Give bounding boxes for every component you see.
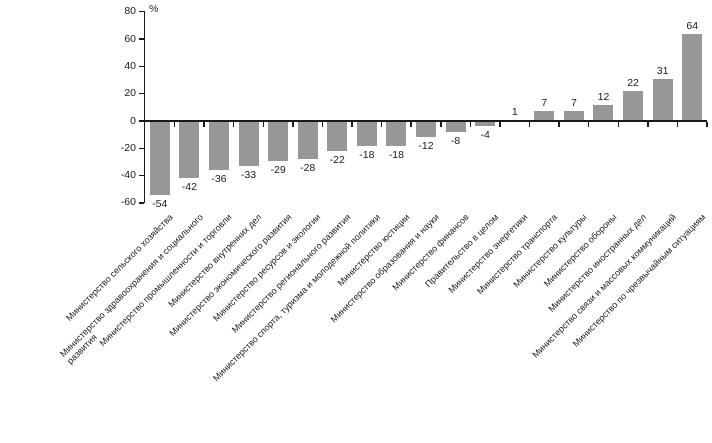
y-axis-tick-label: -60	[120, 196, 136, 209]
bar	[268, 121, 289, 161]
bar	[416, 121, 436, 138]
bar	[356, 121, 377, 146]
x-axis-tick	[676, 122, 679, 127]
x-axis-tick	[380, 122, 383, 127]
bar-value-label: 64	[686, 19, 699, 32]
bar	[327, 121, 348, 152]
x-axis-tick	[232, 122, 235, 127]
x-axis-tick	[647, 122, 649, 127]
x-axis-tick	[617, 122, 619, 127]
bar-value-label: -42	[181, 181, 197, 194]
y-axis-tick-label: 60	[124, 32, 136, 45]
y-axis-tick	[139, 10, 144, 13]
x-axis-tick	[440, 122, 442, 127]
bar-value-label: -22	[329, 154, 345, 167]
bar	[623, 90, 644, 121]
x-axis-tick	[558, 122, 560, 127]
bar	[652, 78, 673, 121]
y-axis-tick	[139, 65, 144, 68]
bar-value-label: -29	[270, 163, 286, 176]
x-axis-tick	[351, 122, 353, 127]
y-axis-tick-label: -40	[120, 169, 136, 182]
y-axis-tick	[139, 202, 144, 204]
y-axis-tick	[139, 92, 144, 95]
x-axis-tick	[528, 122, 531, 127]
bar-value-label: 7	[541, 97, 548, 110]
bar-value-label: -18	[359, 148, 375, 161]
bar	[593, 104, 614, 121]
bar-value-label: 7	[570, 97, 577, 110]
bar	[297, 121, 318, 160]
bar-value-label: -36	[211, 173, 227, 186]
bar	[149, 121, 170, 195]
bar-value-label: -12	[418, 140, 434, 153]
bar-value-label: 12	[597, 90, 610, 103]
bar	[534, 111, 555, 121]
category-label: Министерство ресурсов и экологии	[211, 212, 323, 324]
y-axis-tick-label: 80	[124, 5, 136, 18]
x-axis-tick	[587, 122, 590, 127]
y-axis-line	[143, 11, 145, 203]
y-axis-tick	[139, 174, 144, 177]
y-axis-tick	[139, 120, 144, 122]
x-axis-tick	[410, 122, 412, 127]
x-axis-tick	[706, 122, 708, 127]
category-label: Министерство образования и науки	[328, 212, 442, 325]
y-axis-tick-label: 20	[124, 87, 136, 100]
bar	[208, 121, 229, 171]
category-label: Министерство промышленности и торговли	[97, 212, 235, 349]
x-axis-tick	[292, 122, 294, 127]
bar-value-label: -33	[240, 169, 257, 182]
y-axis-tick-label: -20	[120, 141, 136, 154]
bar	[238, 121, 259, 167]
bar-value-label: 31	[656, 64, 669, 77]
x-axis-tick	[469, 122, 472, 127]
bar-value-label: 22	[627, 76, 639, 89]
y-axis-tick	[139, 147, 144, 150]
y-axis-tick-label: 0	[130, 114, 136, 127]
x-axis-tick	[262, 122, 265, 127]
bar-value-label: -8	[450, 134, 461, 147]
bar-value-label: -54	[152, 197, 168, 210]
x-axis-tick	[173, 122, 176, 127]
bar-value-label: 1	[511, 105, 518, 118]
bar-value-label: -18	[388, 148, 404, 161]
y-axis-unit-label: %	[149, 3, 159, 15]
bar	[386, 121, 407, 146]
bar	[475, 121, 496, 127]
y-axis-tick	[139, 38, 144, 40]
x-axis-tick	[499, 122, 501, 127]
bar	[179, 121, 200, 179]
y-axis-tick-label: 40	[124, 59, 136, 72]
x-axis-tick	[321, 122, 324, 127]
bar	[445, 121, 466, 132]
bar-value-label: -4	[480, 129, 490, 142]
bar	[682, 33, 703, 121]
bar	[563, 111, 584, 121]
bar-value-label: -28	[300, 162, 316, 175]
category-label: Министерство связи и массовых коммуникац…	[529, 212, 678, 360]
x-axis-tick	[203, 122, 205, 127]
x-axis-line	[143, 120, 707, 122]
